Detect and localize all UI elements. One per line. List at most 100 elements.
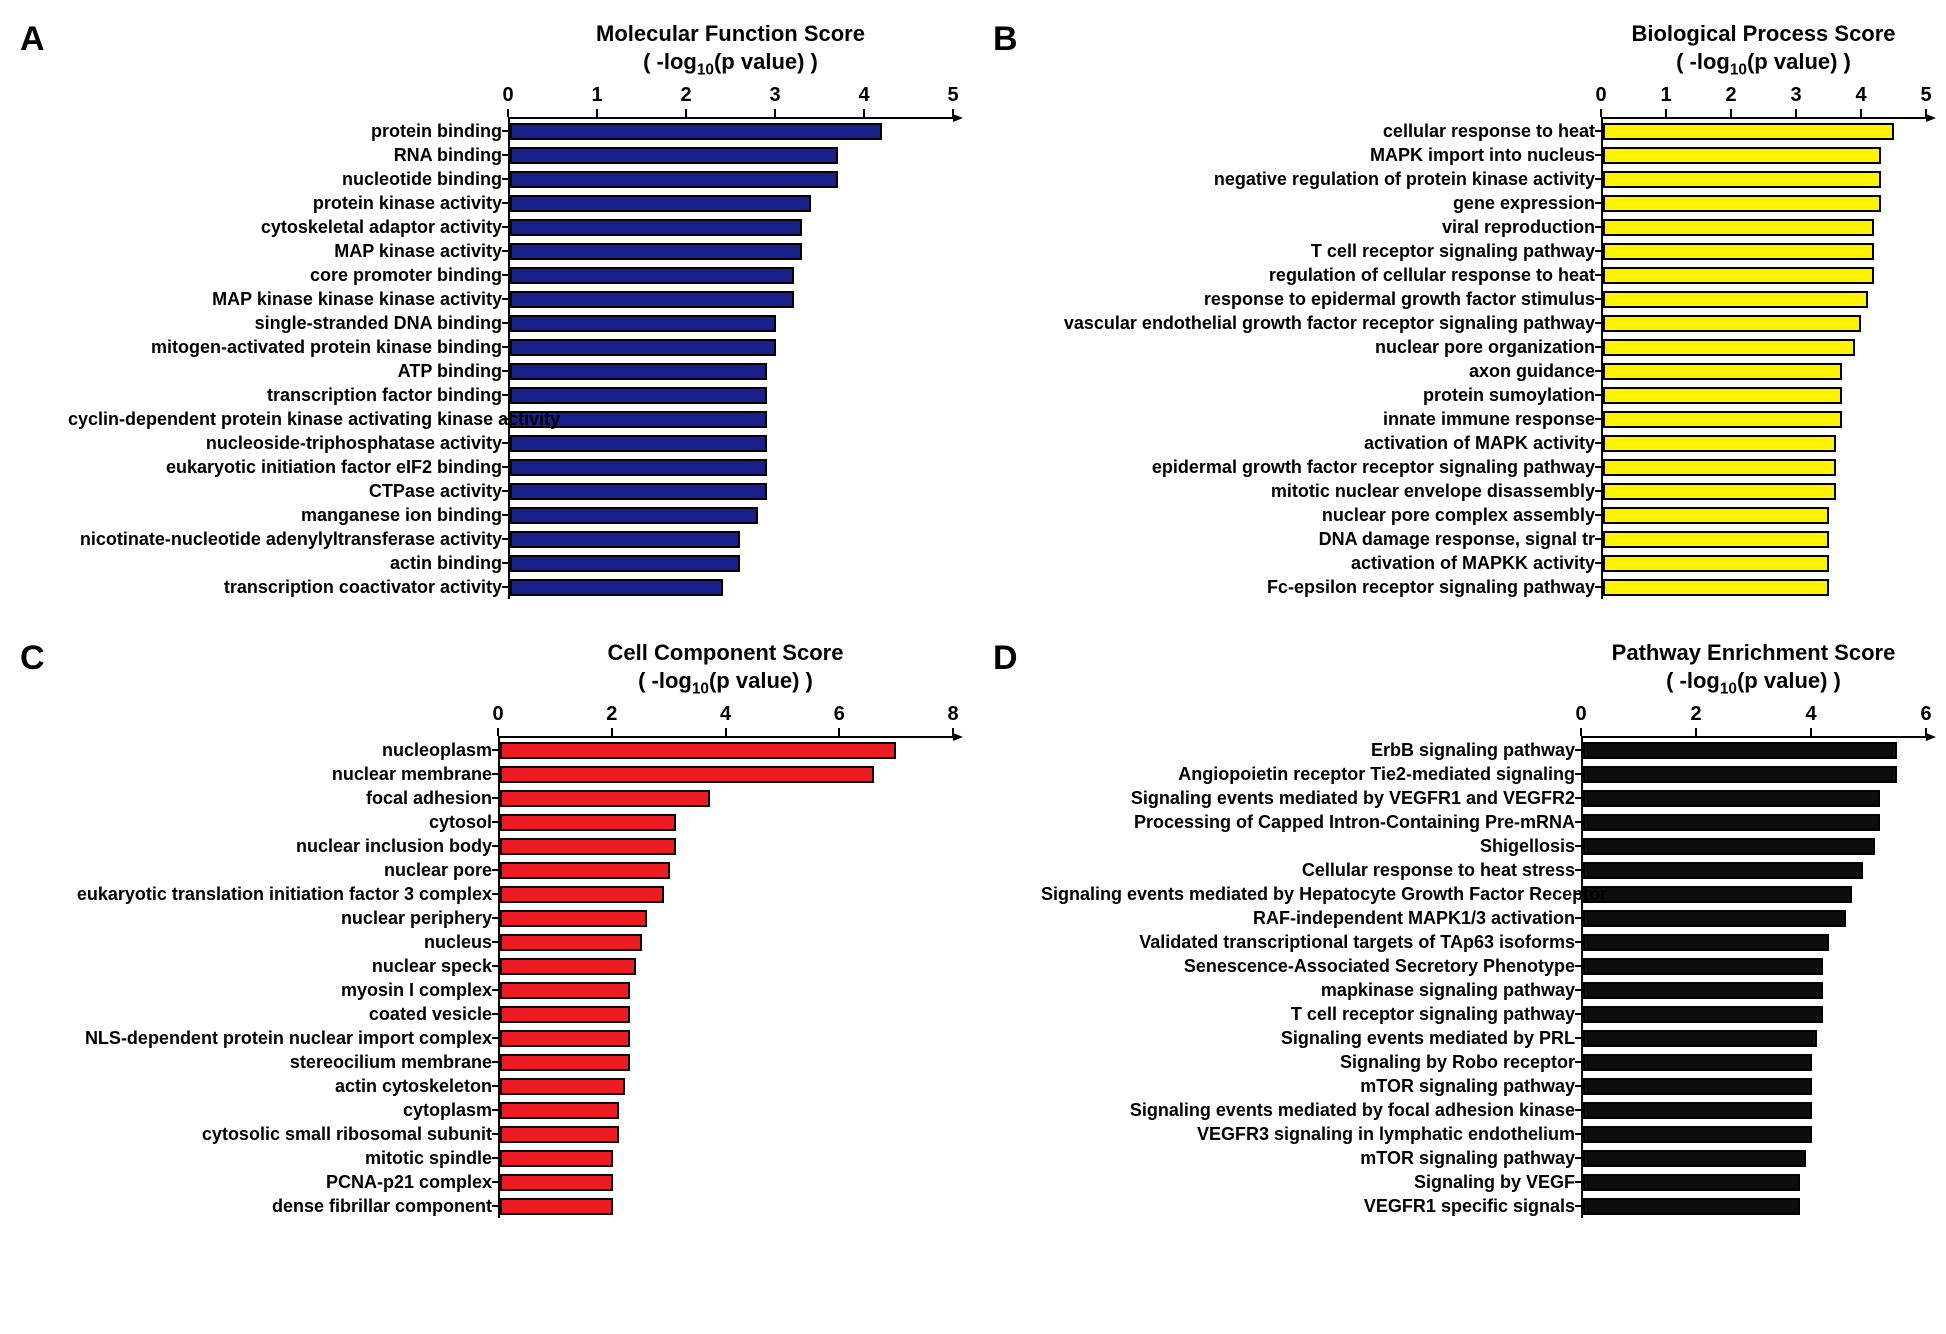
chart-wrap: Biological Process Score( -log10(p value… <box>1041 20 1926 599</box>
bar <box>1583 766 1897 783</box>
bar-label: PCNA-p21 complex <box>68 1170 498 1194</box>
tick-label: 3 <box>769 84 780 107</box>
panel-letter: D <box>993 639 1041 678</box>
bar <box>1603 363 1842 380</box>
bar-row <box>510 167 953 191</box>
bar <box>500 838 676 855</box>
bar <box>500 1126 619 1143</box>
x-axis: 02468 <box>68 698 953 738</box>
bar-label: activation of MAPK activity <box>1041 431 1601 455</box>
chart-title: Biological Process Score( -log10(p value… <box>1041 20 1926 79</box>
bar-row <box>510 287 953 311</box>
bar <box>510 363 767 380</box>
panel-A: AMolecular Function Score( -log10(p valu… <box>20 20 953 599</box>
tick-label: 0 <box>1575 703 1586 726</box>
chart-wrap: Cell Component Score( -log10(p value) )0… <box>68 639 953 1218</box>
bar <box>500 1102 619 1119</box>
bar <box>1603 483 1836 500</box>
bar-label: focal adhesion <box>68 786 498 810</box>
chart-title: Molecular Function Score( -log10(p value… <box>68 20 953 79</box>
tick-label: 4 <box>1805 703 1816 726</box>
bar <box>1603 579 1829 596</box>
bar <box>1603 219 1874 236</box>
tick-label: 4 <box>1855 84 1866 107</box>
bar <box>510 219 802 236</box>
bar-row <box>1583 834 1926 858</box>
bar-label: mTOR signaling pathway <box>1041 1074 1581 1098</box>
bar-row <box>510 119 953 143</box>
tick-label: 2 <box>1725 84 1736 107</box>
bar <box>1603 147 1881 164</box>
bar-row <box>1583 954 1926 978</box>
bar-label: Senescence-Associated Secretory Phenotyp… <box>1041 954 1581 978</box>
bar-label: MAP kinase kinase kinase activity <box>68 287 508 311</box>
bar <box>1583 982 1823 999</box>
bar-label: nucleotide binding <box>68 167 508 191</box>
bars-area: cellular response to heatMAPK import int… <box>1041 119 1926 599</box>
tick-label: 2 <box>1690 703 1701 726</box>
bar-label: nuclear pore <box>68 858 498 882</box>
bar <box>510 555 740 572</box>
tick-label: 4 <box>858 84 869 107</box>
bar <box>1583 1006 1823 1023</box>
bar-row <box>500 858 953 882</box>
bar <box>1583 910 1846 927</box>
bar <box>500 982 630 999</box>
bar-label: mitotic nuclear envelope disassembly <box>1041 479 1601 503</box>
bar-label: dense fibrillar component <box>68 1194 498 1218</box>
bar-row <box>500 1170 953 1194</box>
bars-area: ErbB signaling pathwayAngiopoietin recep… <box>1041 738 1926 1218</box>
x-axis: 012345 <box>68 79 953 119</box>
bar <box>500 1078 625 1095</box>
bar-label: regulation of cellular response to heat <box>1041 263 1601 287</box>
bar-row <box>1603 191 1926 215</box>
bar <box>1583 958 1823 975</box>
figure-grid: AMolecular Function Score( -log10(p valu… <box>20 20 1926 1218</box>
bar-row <box>1583 1050 1926 1074</box>
bar-row <box>510 239 953 263</box>
bar-row <box>1583 858 1926 882</box>
bar-row <box>510 311 953 335</box>
bar-row <box>1583 738 1926 762</box>
bar-row <box>510 575 953 599</box>
bar-row <box>1583 1146 1926 1170</box>
bar <box>1583 1078 1812 1095</box>
bar <box>510 123 882 140</box>
bar-label: MAP kinase activity <box>68 239 508 263</box>
bar <box>510 579 723 596</box>
bar <box>510 435 767 452</box>
bar-row <box>500 810 953 834</box>
bar <box>1603 267 1874 284</box>
bar <box>1603 315 1861 332</box>
bar-row <box>510 551 953 575</box>
bar-label: T cell receptor signaling pathway <box>1041 239 1601 263</box>
bar-row <box>1583 786 1926 810</box>
bar-row <box>500 1122 953 1146</box>
bar-label: RNA binding <box>68 143 508 167</box>
bar-label: transcription factor binding <box>68 383 508 407</box>
bar-row <box>500 1074 953 1098</box>
bar <box>500 1030 630 1047</box>
bar <box>500 1174 613 1191</box>
bar-row <box>500 762 953 786</box>
bar <box>1603 411 1842 428</box>
bar <box>1603 291 1868 308</box>
chart-wrap: Molecular Function Score( -log10(p value… <box>68 20 953 599</box>
bar-row <box>510 407 953 431</box>
bar <box>500 742 896 759</box>
bar-label: cytosolic small ribosomal subunit <box>68 1122 498 1146</box>
tick-label: 2 <box>680 84 691 107</box>
bar-row <box>1603 143 1926 167</box>
bar-row <box>500 1050 953 1074</box>
bar <box>1583 1198 1800 1215</box>
bar-row <box>500 1026 953 1050</box>
bar <box>1583 838 1875 855</box>
bar-label: vascular endothelial growth factor recep… <box>1041 311 1601 335</box>
bar-label: negative regulation of protein kinase ac… <box>1041 167 1601 191</box>
bar-row <box>1583 882 1926 906</box>
bar <box>510 243 802 260</box>
bar-label: nucleus <box>68 930 498 954</box>
bar-row <box>1603 383 1926 407</box>
bar-row <box>1603 263 1926 287</box>
bar <box>1603 555 1829 572</box>
